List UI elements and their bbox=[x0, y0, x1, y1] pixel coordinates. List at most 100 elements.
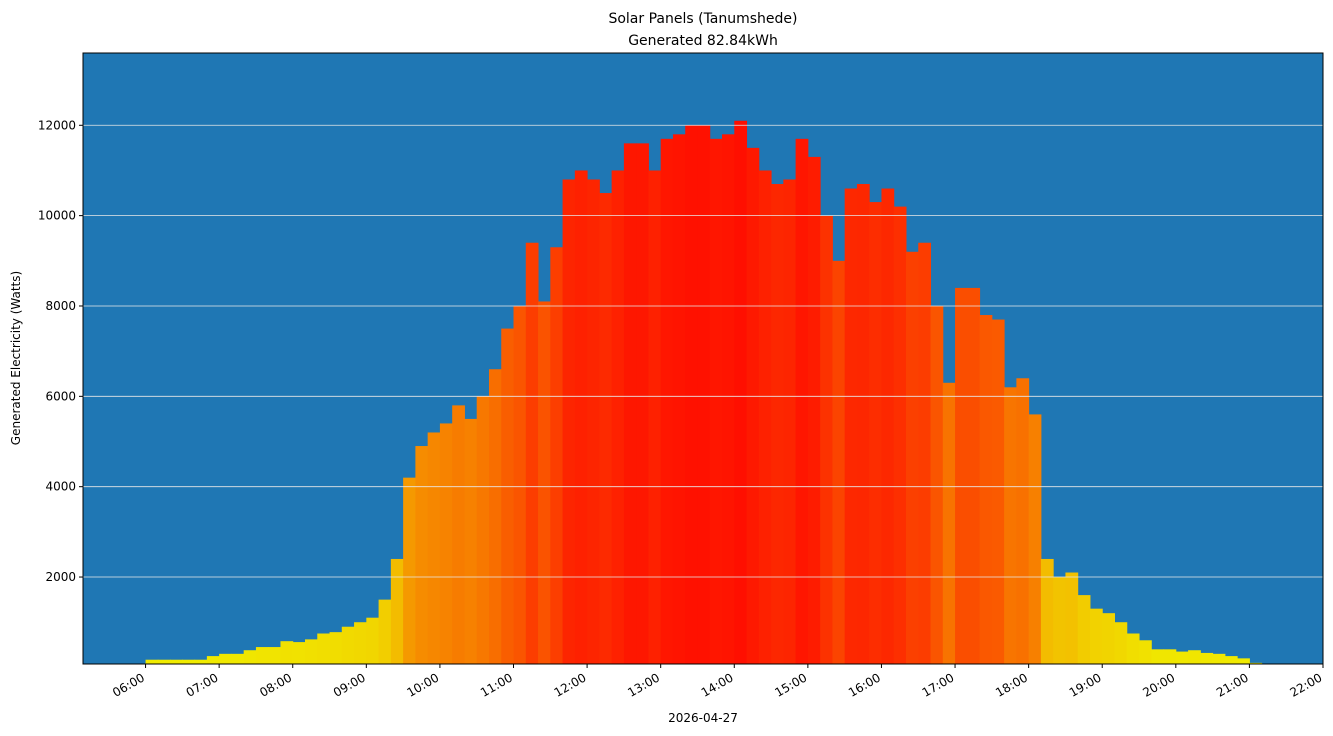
bar bbox=[452, 405, 465, 664]
x-axis: 06:00 07:00 08:00 09:00 10:00 11:00 12:00 13:00… bbox=[110, 664, 1325, 700]
bar bbox=[807, 156, 821, 665]
x-tick-label: 08:00 bbox=[257, 670, 294, 699]
x-tick-label: 06:00 bbox=[110, 670, 147, 699]
x-tick-label: 07:00 bbox=[184, 670, 221, 699]
y-tick-label: 4000 bbox=[45, 480, 76, 494]
bar bbox=[1040, 558, 1054, 664]
x-tick-label: 10:00 bbox=[404, 670, 441, 699]
bar bbox=[979, 315, 993, 664]
bar bbox=[255, 647, 269, 664]
bar bbox=[648, 170, 662, 665]
bar bbox=[918, 242, 932, 664]
bar bbox=[1102, 613, 1115, 664]
x-tick-label: 13:00 bbox=[625, 670, 662, 699]
x-tick-label: 21:00 bbox=[1214, 670, 1251, 699]
bar bbox=[1126, 633, 1140, 664]
bars bbox=[145, 120, 1263, 665]
y-axis: 2000 4000 6000 8000 10000 12000 bbox=[38, 118, 83, 584]
bar bbox=[1139, 640, 1152, 664]
bar bbox=[1077, 595, 1091, 664]
bar bbox=[771, 184, 784, 664]
bar bbox=[1028, 414, 1042, 664]
bar bbox=[574, 170, 588, 665]
bar bbox=[292, 642, 306, 664]
bar bbox=[427, 432, 441, 664]
bar bbox=[955, 287, 968, 664]
bar bbox=[881, 188, 895, 665]
x-tick-label: 16:00 bbox=[846, 670, 883, 699]
x-axis-label: 2026-04-27 bbox=[668, 711, 738, 725]
y-tick-label: 8000 bbox=[45, 299, 76, 313]
bar bbox=[1237, 658, 1250, 664]
bar bbox=[1053, 577, 1066, 664]
bar bbox=[329, 632, 343, 664]
bar bbox=[439, 423, 453, 664]
bar bbox=[991, 319, 1005, 664]
bar bbox=[317, 633, 331, 664]
bar bbox=[464, 418, 478, 664]
x-tick-label: 15:00 bbox=[772, 670, 809, 699]
bar bbox=[599, 193, 613, 664]
bar bbox=[623, 143, 637, 664]
x-tick-label: 17:00 bbox=[920, 670, 957, 699]
bar bbox=[341, 626, 355, 664]
bar bbox=[758, 170, 772, 665]
bar bbox=[1004, 387, 1017, 664]
bar bbox=[488, 369, 502, 664]
bar bbox=[366, 617, 380, 664]
bar bbox=[587, 179, 600, 664]
x-tick-label: 12:00 bbox=[552, 670, 589, 699]
x-tick-label: 19:00 bbox=[1067, 670, 1104, 699]
plot-frame bbox=[82, 52, 1324, 665]
bar bbox=[746, 147, 760, 664]
bar bbox=[243, 650, 257, 664]
bar bbox=[145, 659, 159, 664]
bar bbox=[967, 287, 981, 664]
y-axis-label: Generated Electricity (Watts) bbox=[9, 271, 23, 445]
bar bbox=[562, 179, 576, 664]
x-tick-label: 09:00 bbox=[331, 670, 368, 699]
bar bbox=[525, 242, 539, 664]
bar bbox=[905, 251, 919, 664]
bar bbox=[206, 656, 220, 664]
bar bbox=[1188, 650, 1201, 664]
y-tick-label: 12000 bbox=[38, 118, 76, 132]
x-tick-label: 11:00 bbox=[478, 670, 515, 699]
bar bbox=[305, 639, 318, 664]
x-tick-label: 22:00 bbox=[1288, 670, 1325, 699]
bar bbox=[280, 641, 294, 664]
bar bbox=[219, 653, 232, 664]
bar bbox=[709, 138, 723, 665]
bar bbox=[1114, 622, 1128, 664]
chart-subtitle: Generated 82.84kWh bbox=[628, 33, 778, 49]
bar bbox=[783, 179, 797, 664]
bar bbox=[1200, 652, 1214, 664]
bar bbox=[1065, 572, 1079, 664]
bar bbox=[697, 125, 711, 665]
bar bbox=[403, 477, 416, 664]
bar bbox=[844, 188, 858, 665]
bar bbox=[942, 382, 956, 664]
y-tick-label: 10000 bbox=[38, 209, 76, 223]
bar bbox=[501, 328, 515, 664]
bar bbox=[268, 647, 281, 664]
bar bbox=[832, 260, 846, 664]
bar bbox=[734, 120, 748, 664]
bar bbox=[1163, 649, 1177, 664]
bar bbox=[672, 134, 686, 664]
bar bbox=[1212, 653, 1226, 664]
bar bbox=[1249, 662, 1263, 664]
bar bbox=[476, 396, 490, 664]
bar bbox=[1016, 378, 1030, 664]
bar bbox=[660, 138, 674, 665]
bar bbox=[415, 446, 429, 664]
y-tick-label: 2000 bbox=[45, 570, 76, 584]
gridlines bbox=[83, 124, 1323, 578]
bar bbox=[893, 206, 907, 664]
chart-title: Solar Panels (Tanumshede) bbox=[608, 11, 797, 27]
bar bbox=[685, 125, 698, 665]
bar bbox=[513, 305, 527, 664]
bar bbox=[1089, 608, 1103, 664]
